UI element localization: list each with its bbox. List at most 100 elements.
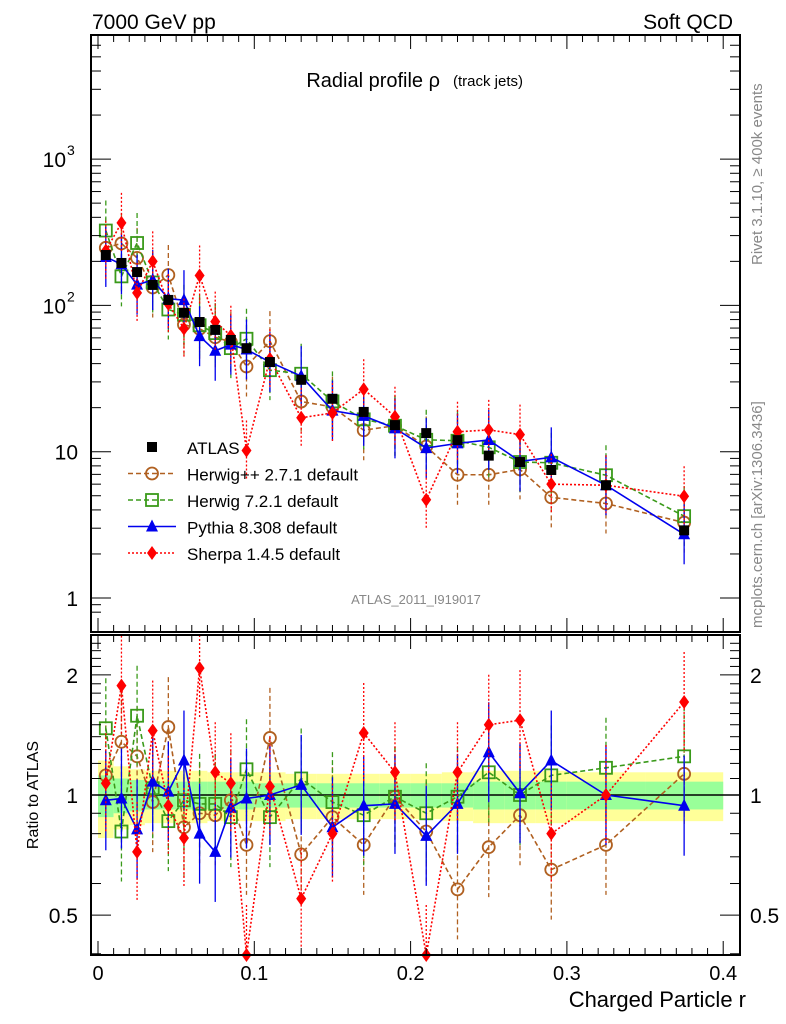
- atlas-marker: [600, 480, 611, 491]
- legend-label: Sherpa 1.4.5 default: [187, 545, 340, 564]
- pythia-marker: [295, 777, 308, 790]
- herwig7-marker: [130, 236, 144, 250]
- sherpa-marker: [178, 321, 189, 336]
- sherpa-marker: [147, 546, 157, 560]
- sherpa-marker: [452, 765, 463, 780]
- pythia-marker: [193, 329, 206, 342]
- legend-label: ATLAS: [187, 439, 240, 458]
- sherpa-marker: [147, 723, 158, 738]
- sherpa-marker: [358, 726, 369, 741]
- mcplots-source-label: mcplots.cern.ch [arXiv:1306.3436]: [749, 401, 766, 628]
- legend-label: Herwig++ 2.7.1 default: [187, 466, 358, 485]
- sherpa-marker: [483, 717, 494, 732]
- x-tick-label: 0.4: [709, 963, 737, 985]
- pythia-marker: [193, 826, 206, 839]
- chart-title: Radial profile ρ: [306, 70, 440, 92]
- pythia-marker: [678, 798, 691, 811]
- ratio-y-tick-label: 0.5: [49, 905, 78, 928]
- sherpa-marker: [225, 776, 236, 791]
- ratio-y-tick-label: 1: [66, 785, 78, 808]
- pythia-marker: [209, 844, 222, 857]
- main-frame: [90, 34, 741, 633]
- x-tick-label: 0.2: [397, 963, 425, 985]
- y-tick-label-exponent: 2: [67, 288, 75, 304]
- legend-label: Herwig 7.2.1 default: [187, 492, 338, 511]
- sherpa-marker: [327, 826, 338, 841]
- atlas-marker: [194, 317, 205, 328]
- y-tick-label: 1: [66, 588, 78, 611]
- atlas-marker: [147, 279, 158, 290]
- ratio-series-line-0: [105, 726, 685, 891]
- main-panel-series: [98, 192, 692, 565]
- x-tick-label: 0.1: [240, 963, 268, 985]
- ratio-series-line-2: [105, 750, 685, 854]
- y-tick-label-exponent: 3: [67, 142, 75, 158]
- atlas-marker: [225, 335, 236, 346]
- y-tick-label: 10: [43, 295, 66, 318]
- pythia-marker: [146, 774, 159, 787]
- x-axis-label: Charged Particle r: [569, 987, 746, 1012]
- sherpa-marker: [358, 382, 369, 397]
- atlas-marker: [483, 450, 494, 461]
- atlas-marker: [327, 393, 338, 404]
- sherpa-marker: [515, 427, 526, 442]
- pythia-marker: [420, 828, 433, 841]
- atlas-marker: [147, 442, 157, 452]
- ratio-y-tick-label: 2: [66, 665, 78, 688]
- herwigpp-marker: [263, 731, 277, 745]
- pythia-marker: [420, 441, 433, 454]
- atlas-marker: [515, 457, 526, 468]
- y-tick-label: 10: [43, 149, 66, 172]
- legend-label: Pythia 8.308 default: [187, 519, 338, 538]
- sherpa-marker: [679, 489, 690, 504]
- sherpa-marker: [194, 661, 205, 676]
- header-category-label: Soft QCD: [643, 11, 733, 34]
- header-beam-label: 7000 GeV pp: [92, 11, 216, 34]
- ratio-series-line-1: [105, 715, 685, 832]
- herwigpp-marker: [450, 882, 465, 897]
- main-series-line-3: [105, 220, 685, 502]
- sherpa-marker: [389, 765, 400, 780]
- herwig7-marker: [145, 493, 159, 507]
- herwigpp-marker: [544, 862, 559, 877]
- pythia-marker: [115, 791, 128, 804]
- sherpa-marker: [546, 477, 557, 492]
- sherpa-marker: [679, 695, 690, 710]
- atlas-marker: [679, 525, 690, 536]
- main-series-line-2: [105, 256, 685, 535]
- pythia-marker: [482, 432, 495, 445]
- sherpa-marker: [241, 443, 252, 458]
- atlas-marker: [264, 357, 275, 368]
- pythia-marker: [99, 793, 112, 806]
- atlas-marker: [116, 257, 127, 268]
- atlas-marker: [132, 267, 143, 278]
- sherpa-marker: [421, 492, 432, 507]
- analysis-id: ATLAS_2011_I919017: [351, 592, 481, 607]
- atlas-marker: [178, 307, 189, 318]
- sherpa-marker: [132, 285, 143, 300]
- pythia-marker: [545, 450, 558, 463]
- pythia-marker: [326, 820, 339, 833]
- herwigpp-marker: [294, 847, 309, 862]
- atlas-marker: [163, 294, 174, 305]
- sherpa-marker: [264, 779, 275, 794]
- pythia-marker: [209, 343, 222, 356]
- atlas-marker: [100, 250, 111, 261]
- y-tick-label: 10: [55, 442, 78, 465]
- atlas-marker: [358, 406, 369, 417]
- pythia-marker: [357, 798, 370, 811]
- ratio-y-tick-label-right: 1: [750, 785, 762, 808]
- chart-title-suffix: (track jets): [453, 73, 523, 90]
- herwigpp-marker: [481, 840, 496, 855]
- sherpa-marker: [483, 422, 494, 437]
- atlas-marker: [241, 343, 252, 354]
- sherpa-marker: [100, 776, 111, 791]
- sherpa-marker: [210, 765, 221, 780]
- pythia-marker: [131, 822, 144, 835]
- atlas-marker: [452, 435, 463, 446]
- x-tick-label: 0.3: [553, 963, 581, 985]
- sherpa-marker: [194, 268, 205, 283]
- legend: ATLAS Herwig++ 2.7.1 default Herwig 7.2.1 …: [128, 439, 358, 564]
